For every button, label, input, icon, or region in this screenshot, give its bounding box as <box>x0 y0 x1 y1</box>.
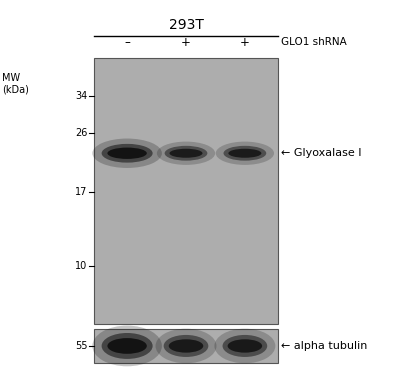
Ellipse shape <box>92 326 162 366</box>
Text: 293T: 293T <box>168 18 204 32</box>
Ellipse shape <box>102 333 153 359</box>
Text: +: + <box>181 36 191 49</box>
Text: 34: 34 <box>75 91 87 101</box>
Ellipse shape <box>157 142 215 165</box>
Ellipse shape <box>102 144 153 163</box>
Text: 55: 55 <box>75 341 87 351</box>
Ellipse shape <box>228 149 261 158</box>
Ellipse shape <box>228 339 262 353</box>
Ellipse shape <box>108 148 147 159</box>
Text: ← alpha tubulin: ← alpha tubulin <box>281 341 368 351</box>
Bar <box>94 58 278 324</box>
Ellipse shape <box>108 338 147 354</box>
Ellipse shape <box>170 149 202 158</box>
Text: ← Glyoxalase I: ← Glyoxalase I <box>281 148 362 158</box>
Ellipse shape <box>216 142 274 165</box>
Ellipse shape <box>222 335 267 357</box>
Ellipse shape <box>165 146 207 161</box>
Text: GLO1 shRNA: GLO1 shRNA <box>281 37 347 47</box>
Text: +: + <box>240 36 250 49</box>
Text: 26: 26 <box>75 128 87 138</box>
Ellipse shape <box>164 335 208 357</box>
Text: 17: 17 <box>75 187 87 197</box>
Text: MW
(kDa): MW (kDa) <box>2 73 29 95</box>
Bar <box>94 329 278 363</box>
Text: –: – <box>124 36 130 49</box>
Ellipse shape <box>92 138 162 168</box>
Ellipse shape <box>224 146 266 161</box>
Ellipse shape <box>156 329 216 363</box>
Text: 10: 10 <box>75 261 87 271</box>
Ellipse shape <box>214 329 275 363</box>
Ellipse shape <box>169 339 203 353</box>
